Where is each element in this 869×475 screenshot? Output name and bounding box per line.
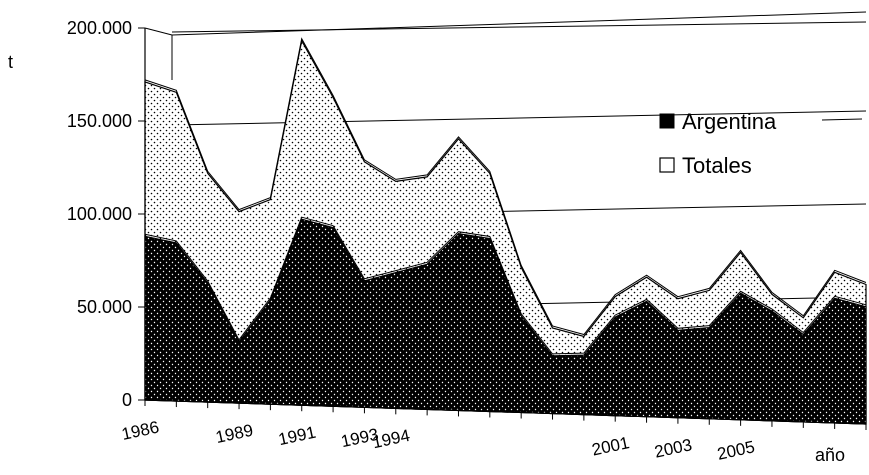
legend: Argentina Totales — [659, 109, 863, 178]
x-tick-label: 2001 — [590, 433, 631, 459]
y-tick-label: 0 — [122, 390, 132, 410]
y-tick-label: 200.000 — [67, 18, 132, 38]
y-axis-unit-label: t — [8, 52, 13, 72]
back-wall — [144, 11, 867, 80]
x-tick-label: 1986 — [120, 417, 161, 443]
legend-swatch-argentina — [659, 113, 675, 129]
legend-swatch-totales — [659, 157, 675, 173]
legend-label-totales: Totales — [682, 153, 752, 178]
y-tick-label: 150.000 — [67, 111, 132, 131]
area-argentina — [144, 218, 867, 425]
x-tick-label: 1991 — [277, 423, 318, 449]
y-tick-label: 100.000 — [67, 204, 132, 224]
x-axis-unit-label: año — [815, 445, 845, 465]
y-tick-label: 50.000 — [77, 297, 132, 317]
y-tick-group: 200.000 150.000 100.000 50.000 0 — [67, 18, 145, 410]
area-rim-totales — [144, 37, 867, 336]
legend-connector-line — [821, 118, 863, 121]
x-tick-label: 2003 — [653, 435, 694, 461]
x-axis — [144, 399, 867, 425]
x-tick-label: 1989 — [214, 421, 255, 447]
gridline — [171, 21, 867, 33]
area-series — [144, 37, 867, 425]
area-rim-argentina — [144, 216, 867, 355]
x-axis-line — [144, 399, 867, 425]
x-tick-label: 2005 — [715, 437, 756, 463]
legend-label-argentina: Argentina — [682, 109, 777, 134]
